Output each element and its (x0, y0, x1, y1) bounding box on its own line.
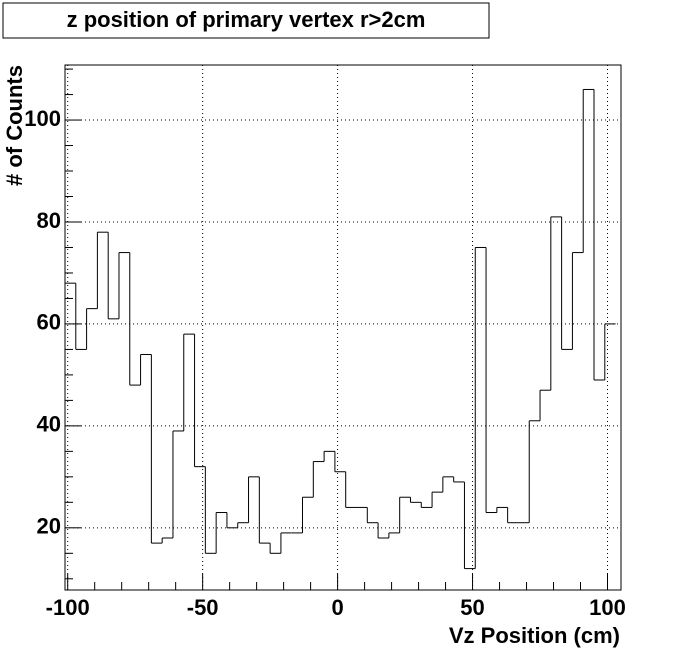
y-tick-label: 100 (24, 106, 61, 131)
y-tick-label: 40 (37, 412, 61, 437)
x-tick-label: 100 (589, 595, 626, 620)
x-tick-label: 0 (331, 595, 343, 620)
chart-title: z position of primary vertex r>2cm (67, 7, 426, 32)
y-tick-label: 20 (37, 514, 61, 539)
y-tick-label: 60 (37, 310, 61, 335)
plot-frame (64, 64, 622, 591)
title-box (2, 2, 490, 39)
y-tick-label: 80 (37, 208, 61, 233)
x-tick-label: -50 (187, 595, 219, 620)
y-axis-label: # of Counts (2, 65, 27, 186)
x-tick-label: -100 (46, 595, 90, 620)
x-tick-label: 50 (460, 595, 484, 620)
x-axis-label: Vz Position (cm) (449, 623, 620, 648)
